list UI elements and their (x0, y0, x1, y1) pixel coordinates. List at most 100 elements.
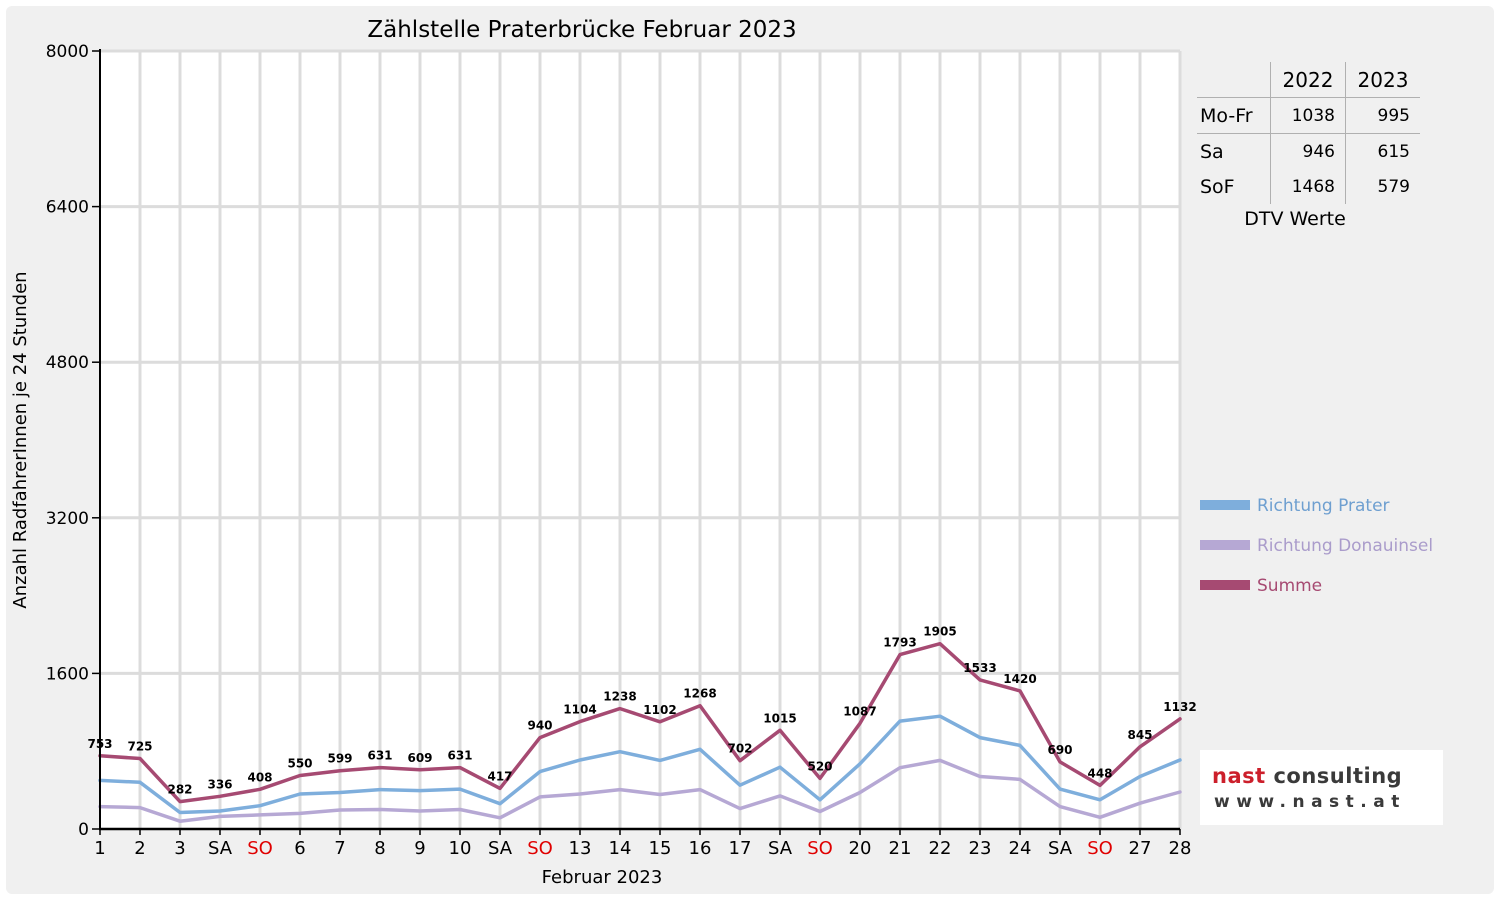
data-label: 408 (247, 770, 272, 784)
x-tick-label: 3 (174, 838, 185, 859)
x-tick-label: 20 (849, 838, 872, 859)
dtv-row-label: Sa (1200, 140, 1224, 163)
data-label: 702 (727, 742, 752, 756)
data-label: 1793 (883, 636, 916, 650)
data-label: 417 (487, 769, 512, 783)
data-label: 1533 (963, 661, 996, 675)
x-tick-label: 13 (569, 838, 592, 859)
dtv-value-2022: 946 (1270, 133, 1346, 169)
data-label: 845 (1127, 728, 1152, 742)
legend-label-prater: Richtung Prater (1257, 496, 1390, 516)
x-tick-label: SA (208, 838, 233, 859)
x-tick-label: SA (768, 838, 793, 859)
y-tick-labels: 0 1600 3200 4800 6400 8000 (46, 42, 89, 840)
logo-url: www.nast.at (1214, 792, 1406, 812)
dtv-value-2022: 1468 (1270, 169, 1346, 204)
dtv-year-2023: 2023 (1345, 62, 1420, 98)
data-label: 336 (207, 777, 232, 791)
data-label: 1015 (763, 711, 796, 725)
series-lines (98, 641, 1182, 823)
x-tick-label: 24 (1009, 838, 1032, 859)
dtv-year-2022: 2022 (1270, 62, 1346, 98)
data-label: 520 (807, 759, 832, 773)
x-tick-label: SO (807, 838, 833, 859)
y-tick-label: 3200 (46, 509, 89, 529)
x-tick-label: 23 (969, 838, 992, 859)
x-tick-label: 1 (94, 838, 105, 859)
x-tick-label: 6 (294, 838, 305, 859)
series-line-prater (98, 714, 1182, 815)
x-tick-label: 7 (334, 838, 345, 859)
legend-swatch-prater (1200, 500, 1250, 510)
dtv-corner-cell (1197, 62, 1271, 98)
x-tick-label: 8 (374, 838, 385, 859)
dtv-row-label: Mo-Fr (1197, 97, 1271, 134)
x-tick-label: 10 (449, 838, 472, 859)
legend-label-summe: Summe (1257, 576, 1322, 596)
legend-swatch-donauinsel (1200, 540, 1250, 550)
dtv-header-row: 2022 2023 (1197, 62, 1420, 98)
series-line-summe (98, 641, 1182, 804)
data-label: 1102 (643, 703, 676, 717)
dtv-value-2022: 1038 (1270, 97, 1346, 134)
dtv-row-mofr: Mo-Fr 1038 995 (1197, 97, 1420, 134)
x-tick-label: 16 (689, 838, 712, 859)
x-axis-label: Februar 2023 (542, 867, 663, 888)
data-label: 448 (1087, 766, 1112, 780)
legend-item-donauinsel[interactable]: Richtung Donauinsel (1200, 536, 1433, 556)
data-label: 1087 (843, 704, 876, 718)
data-label: 1104 (563, 703, 596, 717)
y-tick-label: 8000 (46, 42, 89, 62)
x-tick-label: 28 (1169, 838, 1192, 859)
x-tick-label: SA (488, 838, 513, 859)
legend-item-prater[interactable]: Richtung Prater (1200, 496, 1390, 516)
logo-word-consulting: consulting (1273, 764, 1403, 788)
logo-wordmark: nast consulting (1212, 764, 1402, 788)
x-tick-label: 9 (414, 838, 425, 859)
y-tick-label: 0 (78, 820, 89, 840)
x-tick-label: SA (1048, 838, 1073, 859)
nast-consulting-logo: nast consulting www.nast.at (1200, 750, 1443, 825)
legend-label-donauinsel: Richtung Donauinsel (1257, 536, 1433, 556)
data-labels: 7537252823364085505996316096314179401104… (87, 625, 1196, 797)
data-label: 940 (527, 719, 552, 733)
x-tick-label: SO (527, 838, 553, 859)
x-tick-label: 21 (889, 838, 912, 859)
data-label: 690 (1047, 743, 1072, 757)
dtv-row-sof: SoF 1468 579 (1197, 169, 1420, 204)
horizontal-gridlines (100, 49, 1180, 675)
y-tick-label: 1600 (46, 664, 89, 684)
dtv-value-2023: 615 (1345, 133, 1420, 169)
legend-item-summe[interactable]: Summe (1200, 576, 1322, 596)
data-label: 1905 (923, 625, 956, 639)
data-label: 631 (447, 749, 472, 763)
data-label: 631 (367, 749, 392, 763)
x-tick-label: SO (1087, 838, 1113, 859)
dtv-value-2023: 579 (1345, 169, 1420, 204)
legend-swatch-summe (1200, 580, 1250, 590)
x-tick-label: 15 (649, 838, 672, 859)
x-tick-label: 14 (609, 838, 632, 859)
y-tick-label: 4800 (46, 353, 89, 373)
data-label: 550 (287, 757, 312, 771)
logo-word-nast: nast (1212, 764, 1266, 788)
y-axis-label: Anzahl RadfahrerInnen je 24 Stunden (10, 271, 31, 608)
x-tick-label: SO (247, 838, 273, 859)
x-tick-label: 27 (1129, 838, 1152, 859)
y-tick-label: 6400 (46, 198, 89, 218)
x-tick-label: 17 (729, 838, 752, 859)
data-label: 725 (127, 739, 152, 753)
dtv-row-sa: Sa 946 615 (1197, 133, 1420, 169)
chart-title: Zählstelle Praterbrücke Februar 2023 (367, 17, 796, 43)
data-label: 282 (167, 783, 192, 797)
x-tick-labels: 1 2 3 SA SO 6 7 8 9 10 SA SO 13 14 15 16 17 SA SO 20 21 22 23 2… (94, 838, 1191, 859)
data-label: 1238 (603, 690, 636, 704)
dtv-row-label: SoF (1200, 175, 1235, 198)
legend: Richtung Prater Richtung Donauinsel Summ… (1200, 496, 1433, 596)
dtv-value-2023: 995 (1345, 97, 1420, 134)
series-line-donauinsel (98, 758, 1182, 823)
data-label: 1268 (683, 687, 716, 701)
data-label: 609 (407, 751, 432, 765)
data-label: 1420 (1003, 672, 1036, 686)
